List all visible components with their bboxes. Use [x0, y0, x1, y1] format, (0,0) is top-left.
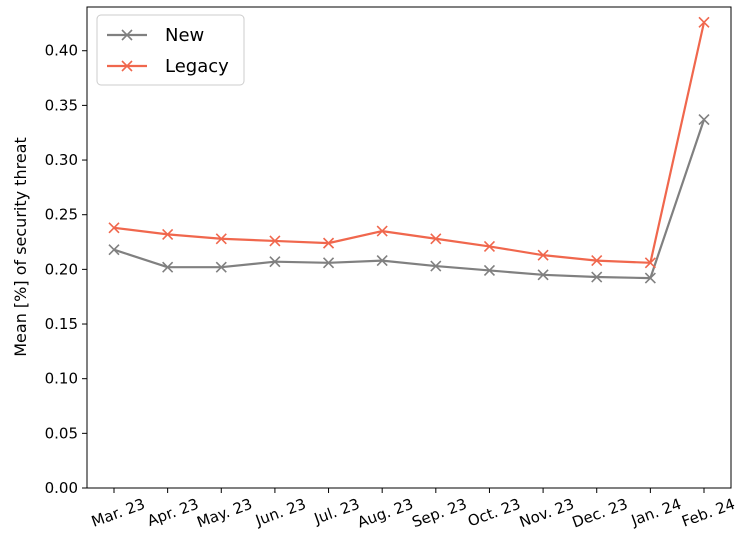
data-point-legacy — [162, 228, 174, 240]
series-layer — [108, 16, 710, 284]
y-tick-label: 0.35 — [45, 96, 78, 114]
data-point-legacy — [269, 235, 281, 247]
x-tick-label-may-23: May. 23 — [194, 495, 254, 532]
x-tick-label-feb-24: Feb. 24 — [679, 495, 736, 531]
data-point-new — [430, 260, 442, 272]
data-point-new — [483, 264, 496, 277]
data-point-legacy — [483, 240, 496, 252]
x-tick-label-jun-23: Jun. 23 — [252, 495, 308, 530]
data-point-new — [537, 269, 549, 281]
data-point-legacy — [591, 255, 603, 267]
data-point-new — [108, 244, 120, 256]
x-tick-label-nov-23: Nov. 23 — [517, 495, 576, 531]
legend-marker-legacy — [121, 60, 133, 72]
data-point-legacy — [537, 249, 549, 261]
data-point-new — [591, 271, 603, 283]
data-point-new — [162, 261, 174, 273]
data-point-new — [644, 272, 656, 284]
y-tick-label: 0.20 — [45, 260, 78, 278]
data-point-legacy — [430, 233, 442, 245]
y-tick-label: 0.15 — [45, 315, 78, 333]
x-tick-label-aug-23: Aug. 23 — [355, 495, 416, 532]
plot-area — [86, 6, 732, 489]
data-point-legacy — [376, 225, 388, 237]
series-line-new — [113, 119, 706, 280]
legend-marker-new — [121, 29, 133, 41]
x-tick-label-oct-23: Oct. 23 — [465, 495, 522, 531]
data-point-new — [322, 257, 335, 269]
legend-item-legacy: Legacy — [107, 56, 229, 77]
y-tick-label: 0.25 — [45, 206, 78, 224]
y-tick-label: 0.40 — [45, 42, 78, 60]
x-tick-label-jan-24: Jan. 24 — [628, 495, 684, 530]
data-point-new — [376, 255, 388, 267]
legend-item-new: New — [107, 25, 204, 46]
y-tick-label: 0.05 — [45, 424, 78, 442]
data-point-legacy — [322, 237, 335, 249]
legend-label-new: New — [165, 25, 204, 46]
legend: New Legacy — [96, 14, 245, 86]
legend-box — [96, 14, 245, 86]
x-tick-label-dec-23: Dec. 23 — [570, 495, 630, 532]
series-line-legacy — [113, 22, 706, 264]
data-point-new — [215, 261, 227, 273]
x-tick-label-jul-23: Jul. 23 — [311, 495, 362, 528]
y-axis-label: Mean [%] of security threat — [11, 137, 30, 357]
data-point-legacy — [215, 233, 227, 245]
data-point-legacy — [108, 222, 120, 234]
y-tick-label: 0.10 — [45, 370, 78, 388]
data-point-new — [698, 114, 710, 126]
x-tick-label-apr-23: Apr. 23 — [145, 495, 201, 530]
data-point-legacy — [644, 257, 656, 269]
x-tick-label-sep-23: Sep. 23 — [410, 495, 470, 531]
data-point-legacy — [698, 16, 710, 28]
data-point-new — [269, 256, 281, 268]
y-tick-label: 0.00 — [45, 479, 78, 497]
y-axis: 0.00 0.05 0.10 0.15 0.20 0.25 0.30 0.35 0.40 — [45, 42, 87, 497]
y-tick-label: 0.30 — [45, 151, 78, 169]
x-tick-label-mar-23: Mar. 23 — [89, 495, 147, 531]
legend-label-legacy: Legacy — [165, 56, 229, 77]
